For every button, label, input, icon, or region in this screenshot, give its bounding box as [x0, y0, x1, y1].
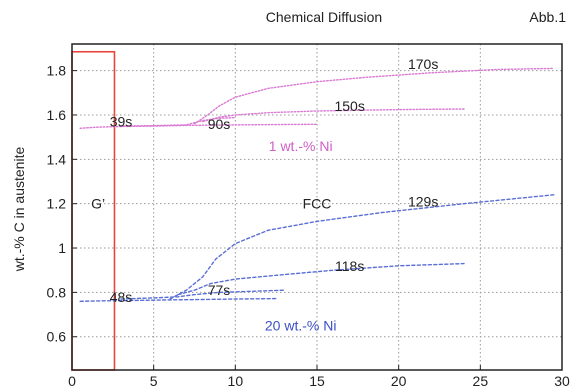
x-tick-label: 30: [554, 373, 570, 386]
annotation-label: 39s: [110, 114, 133, 130]
grid-lines: [71, 44, 563, 370]
series-layer: [79, 67, 555, 302]
y-tick-label: 0.8: [47, 284, 67, 300]
annotation-label: 170s: [408, 56, 438, 72]
x-tick-label: 10: [228, 373, 244, 386]
annotation-label: 118s: [335, 258, 364, 274]
annotation-label: 90s: [208, 116, 231, 132]
x-tick-label: 25: [473, 373, 489, 386]
annotation-label: 150s: [334, 98, 364, 114]
chart-title: Chemical Diffusion: [266, 9, 382, 25]
annotation-label: 1 wt.-% Ni: [269, 138, 333, 154]
y-tick-label: 0.6: [47, 329, 67, 345]
series-1-curve-150s: [201, 108, 465, 123]
annotation-label: 48s: [110, 289, 133, 305]
annotations: G’ FCC 39s 90s 150s 170s 1 wt.-% Ni 129s 118s 48s…: [91, 56, 438, 334]
y-tick-label: 1.8: [47, 63, 67, 79]
x-tick-label: 15: [309, 373, 325, 386]
x-tick-label: 5: [150, 373, 158, 386]
y-axis-label: wt.-% C in austenite: [11, 147, 27, 273]
series-1-curve-170s: [193, 67, 555, 125]
figure-label: Abb.1: [529, 9, 566, 25]
annotation-label: 129s: [408, 193, 438, 209]
y-tick-label: 1.2: [47, 196, 67, 212]
series-2-curve-48s: [79, 297, 277, 302]
x-tick-label: 20: [391, 373, 407, 386]
plot-frame: [71, 43, 563, 371]
annotation-label: G’: [91, 196, 105, 212]
series-1-curve-90s: [120, 116, 237, 127]
y-tick-label: 1.4: [47, 151, 67, 167]
tick-labels: 0 5 10 15 20 25 30 0.6 0.8 1 1.2 1.4 1.6 1.8: [47, 63, 570, 386]
annotation-label: FCC: [303, 196, 332, 212]
series-1-curve-39s: [79, 123, 318, 130]
annotation-label: 77s: [208, 282, 231, 298]
y-tick-label: 1: [58, 240, 66, 256]
annotation-label: 20 wt.-% Ni: [265, 318, 337, 334]
x-tick-label: 0: [68, 373, 76, 386]
series-2-curve-77s: [120, 289, 285, 300]
series-2-curve-118s: [177, 262, 465, 296]
y-tick-label: 1.6: [47, 107, 67, 123]
series-2-curve-129s: [169, 194, 555, 300]
